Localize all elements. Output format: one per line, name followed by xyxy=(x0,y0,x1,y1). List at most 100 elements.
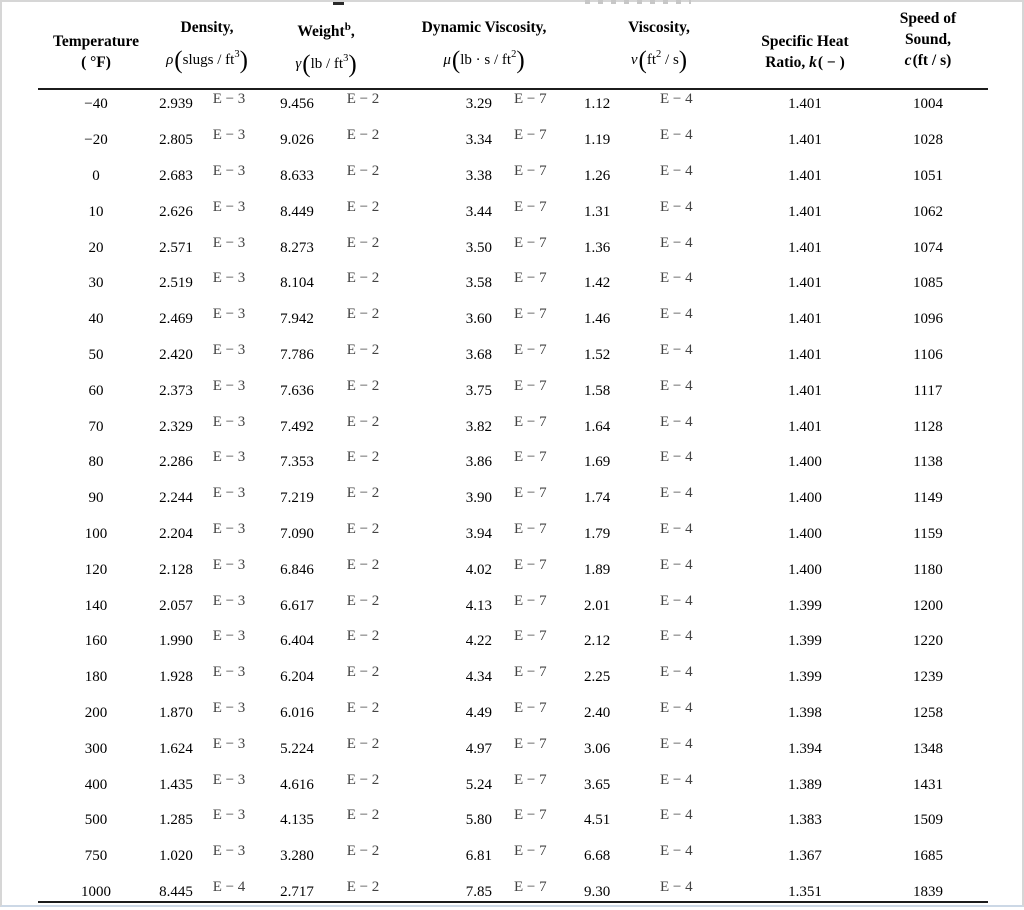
cell-kinematic-viscosity-exponent: E − 4 xyxy=(660,592,693,609)
header-temperature-line1: Temperature xyxy=(52,33,140,50)
cell-specific-heat-ratio: 1.351 xyxy=(788,883,822,900)
table-row: −20 2.805 E − 3 9.026 E − 2 3.34 E − 7 1.19 E − … xyxy=(38,123,988,159)
table-header: Temperature ( °F) Density, ρ(slugs / ft3… xyxy=(38,4,988,88)
cell-weight-mantissa: 9.456 xyxy=(280,96,314,113)
clipped-text-artifact xyxy=(585,0,691,4)
cell-dynamic-viscosity-mantissa: 4.49 xyxy=(465,704,492,721)
cell-dynamic-viscosity-mantissa: 3.44 xyxy=(465,203,492,220)
header-weight-title: Weightb, xyxy=(297,17,354,42)
cell-kinematic-viscosity-mantissa: 1.69 xyxy=(584,454,611,471)
cell-weight-exponent: E − 2 xyxy=(346,735,380,752)
cell-kinematic-viscosity-exponent: E − 4 xyxy=(660,413,693,430)
cell-kinematic-viscosity-exponent: E − 4 xyxy=(660,664,693,681)
cell-density-exponent: E − 3 xyxy=(212,699,246,716)
cell-dynamic-viscosity-exponent: E − 7 xyxy=(514,413,547,430)
cell-density-exponent: E − 3 xyxy=(212,771,246,788)
cell-kinematic-viscosity-mantissa: 2.25 xyxy=(584,669,611,686)
header-specific-heat-line2: Ratio, k( − ) xyxy=(765,52,845,73)
table-row: 90 2.244 E − 3 7.219 E − 2 3.90 E − 7 1.74 E − 4… xyxy=(38,481,988,517)
cell-density-mantissa: 2.420 xyxy=(159,346,193,363)
cell-temperature: 180 xyxy=(84,669,108,686)
cell-specific-heat-ratio: 1.400 xyxy=(788,561,822,578)
cell-weight-exponent: E − 2 xyxy=(346,413,380,430)
header-kinematic-viscosity-title: Viscosity, xyxy=(628,19,690,36)
density-formula: ρ(slugs / ft3) xyxy=(166,38,248,77)
cell-temperature: 40 xyxy=(88,311,104,328)
cell-weight-mantissa: 4.616 xyxy=(280,776,314,793)
cell-dynamic-viscosity-exponent: E − 7 xyxy=(514,485,547,502)
cell-dynamic-viscosity-mantissa: 3.75 xyxy=(465,382,492,399)
cell-weight-mantissa: 8.273 xyxy=(280,239,314,256)
cell-kinematic-viscosity-exponent: E − 4 xyxy=(660,699,693,716)
header-temperature: Temperature ( °F) xyxy=(38,4,154,88)
cell-specific-heat-ratio: 1.401 xyxy=(788,167,822,184)
cell-kinematic-viscosity-exponent: E − 4 xyxy=(660,377,693,394)
cell-speed-of-sound: 1348 xyxy=(913,740,943,757)
cell-dynamic-viscosity-exponent: E − 7 xyxy=(514,771,547,788)
cell-dynamic-viscosity-mantissa: 3.38 xyxy=(465,167,492,184)
kinematic-viscosity-formula: ν(ft2 / s) xyxy=(631,38,687,77)
cell-specific-heat-ratio: 1.401 xyxy=(788,346,822,363)
header-specific-heat-ratio: Specific Heat Ratio, k( − ) xyxy=(742,4,868,88)
cell-weight-exponent: E − 2 xyxy=(346,341,380,358)
cell-weight-exponent: E − 2 xyxy=(346,878,380,895)
cell-dynamic-viscosity-exponent: E − 7 xyxy=(514,162,547,179)
formula-token: lb · s / ft xyxy=(460,52,512,68)
formula-token: ) xyxy=(678,47,688,74)
cell-density-exponent: E − 3 xyxy=(212,162,246,179)
cell-weight-exponent: E − 2 xyxy=(346,162,380,179)
cell-kinematic-viscosity-mantissa: 1.12 xyxy=(584,96,611,113)
formula-token: ν xyxy=(630,52,638,68)
cell-kinematic-viscosity-mantissa: 4.51 xyxy=(584,812,611,829)
cell-kinematic-viscosity-exponent: E − 4 xyxy=(660,556,693,573)
table-row: 300 1.624 E − 3 5.224 E − 2 4.97 E − 7 3.06 E − … xyxy=(38,731,988,767)
cell-dynamic-viscosity-mantissa: 4.34 xyxy=(465,669,492,686)
cell-weight-mantissa: 8.633 xyxy=(280,167,314,184)
cell-density-mantissa: 2.057 xyxy=(159,597,193,614)
cell-kinematic-viscosity-exponent: E − 4 xyxy=(660,771,693,788)
formula-token: ( xyxy=(302,51,311,78)
cell-speed-of-sound: 1138 xyxy=(913,454,943,471)
cell-kinematic-viscosity-mantissa: 1.64 xyxy=(584,418,611,435)
cell-kinematic-viscosity-exponent: E − 4 xyxy=(660,735,693,752)
cell-kinematic-viscosity-exponent: E − 4 xyxy=(660,162,693,179)
cell-density-mantissa: 8.445 xyxy=(159,883,193,900)
table-row: 50 2.420 E − 3 7.786 E − 2 3.68 E − 7 1.52 E − 4… xyxy=(38,338,988,374)
formula-token: 2 xyxy=(656,49,662,60)
table-row: 10 2.626 E − 3 8.449 E − 2 3.44 E − 7 1.31 E − 4… xyxy=(38,194,988,230)
cell-specific-heat-ratio: 1.389 xyxy=(788,776,822,793)
cell-weight-mantissa: 4.135 xyxy=(280,812,314,829)
header-dynamic-viscosity: Dynamic Viscosity, μ(lb · s / ft2) xyxy=(392,4,576,88)
cell-density-mantissa: 2.286 xyxy=(159,454,193,471)
cell-density-exponent: E − 3 xyxy=(212,91,246,108)
cell-weight-mantissa: 7.786 xyxy=(280,346,314,363)
bottom-rule xyxy=(38,901,988,903)
cell-speed-of-sound: 1839 xyxy=(913,883,943,900)
cell-dynamic-viscosity-exponent: E − 7 xyxy=(514,306,547,323)
cell-weight-exponent: E − 2 xyxy=(346,807,380,824)
cell-speed-of-sound: 1085 xyxy=(913,275,943,292)
cell-temperature: 60 xyxy=(88,382,104,399)
cell-weight-mantissa: 9.026 xyxy=(280,132,314,149)
table-row: 500 1.285 E − 3 4.135 E − 2 5.80 E − 7 4.51 E − … xyxy=(38,803,988,839)
cell-speed-of-sound: 1200 xyxy=(913,597,943,614)
cell-dynamic-viscosity-mantissa: 3.60 xyxy=(465,311,492,328)
header-weight-superscript: b xyxy=(344,21,351,33)
formula-token: ) xyxy=(516,47,525,74)
formula-token: ft xyxy=(646,52,657,68)
header-speed-of-sound: Speed of Sound, c(ft / s) xyxy=(868,4,988,88)
cell-dynamic-viscosity-mantissa: 3.34 xyxy=(465,132,492,149)
cell-density-mantissa: 1.990 xyxy=(159,633,193,650)
cell-temperature: 100 xyxy=(84,525,108,542)
cell-weight-exponent: E − 2 xyxy=(346,664,380,681)
cell-weight-exponent: E − 2 xyxy=(346,91,380,108)
cell-speed-of-sound: 1239 xyxy=(913,669,943,686)
cell-specific-heat-ratio: 1.398 xyxy=(788,704,822,721)
cell-speed-of-sound: 1509 xyxy=(913,812,943,829)
cell-weight-mantissa: 6.204 xyxy=(280,669,314,686)
table-row: 160 1.990 E − 3 6.404 E − 2 4.22 E − 7 2.12 E − … xyxy=(38,624,988,660)
table-row: 750 1.020 E − 3 3.280 E − 2 6.81 E − 7 6.68 E − … xyxy=(38,839,988,875)
clipped-text-artifact xyxy=(333,2,344,5)
cell-specific-heat-ratio: 1.399 xyxy=(788,633,822,650)
cell-temperature: −20 xyxy=(84,132,108,149)
